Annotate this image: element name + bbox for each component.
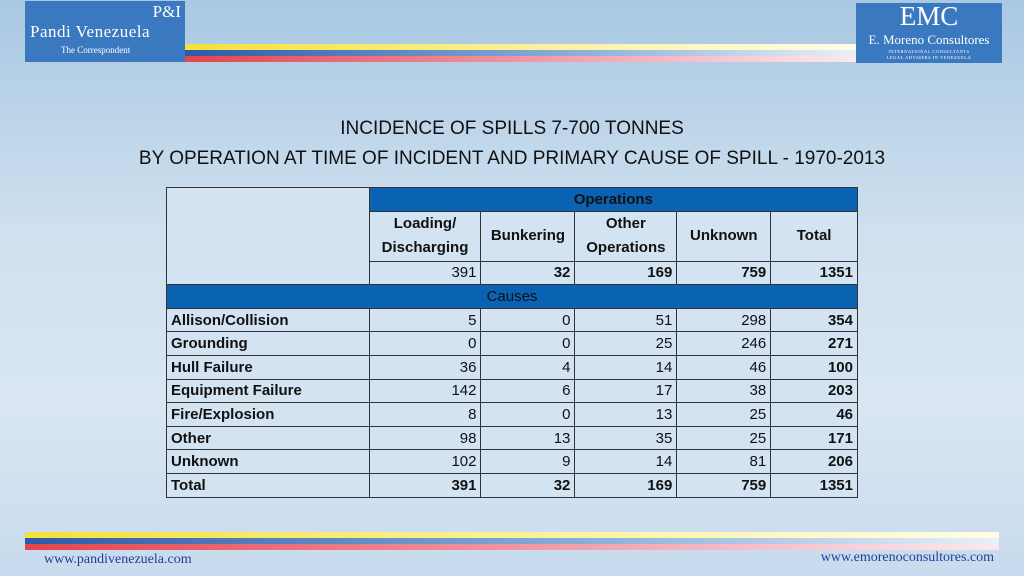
cell-value: 6 [480, 378, 576, 404]
row-label: Fire/Explosion [166, 402, 370, 427]
table-total-row: Total 391 32 169 759 1351 [166, 472, 858, 498]
cell-value: 25 [676, 402, 772, 427]
footer-flag-stripes [25, 532, 999, 550]
causes-header: Causes [166, 284, 858, 309]
cell-value: 14 [574, 449, 678, 474]
cell-value: 32 [480, 472, 576, 498]
cell-value: 0 [480, 307, 576, 333]
cell-value: 5 [368, 307, 482, 333]
logo-pi-text: P&I [152, 2, 181, 21]
spills-table: Operations Loading/ Discharging Bunkerin… [166, 186, 859, 498]
cell-value: 9 [480, 449, 576, 474]
row-label: Allison/Collision [166, 307, 370, 333]
cell-value: 36 [368, 354, 482, 380]
emc-logo-text: EMC [899, 1, 959, 31]
cell-row-total: 46 [770, 402, 858, 427]
cell-value: 142 [368, 378, 482, 404]
cell-value: 17 [574, 378, 678, 404]
pandi-website-link[interactable]: www.pandivenezuela.com [44, 552, 192, 567]
row-label: Grounding [166, 331, 370, 356]
col-header-loading: Loading/ Discharging [368, 210, 482, 262]
ops-total-loading: 391 [368, 260, 482, 286]
ops-total-other: 169 [574, 260, 678, 286]
cell-value: 35 [574, 425, 678, 451]
table-row: Grounding 0 0 25 246 271 [166, 331, 858, 356]
row-label: Unknown [166, 449, 370, 474]
ops-total-bunkering: 32 [480, 260, 576, 286]
cell-value: 169 [574, 472, 678, 498]
cell-value: 391 [368, 472, 482, 498]
emc-company-name: E. Moreno Consultores [868, 32, 990, 47]
logo-company-name: Pandi Venezuela [30, 22, 151, 41]
col-header-unknown: Unknown [676, 210, 772, 262]
cell-value: 4 [480, 354, 576, 380]
cell-value: 25 [676, 425, 772, 451]
slide-title-line-2: BY OPERATION AT TIME OF INCIDENT AND PRI… [138, 148, 886, 169]
row-label: Total [166, 472, 370, 498]
cell-row-total: 354 [770, 307, 858, 333]
cell-value: 81 [676, 449, 772, 474]
pandi-venezuela-logo: P&I Pandi Venezuela The Correspondent [25, 1, 185, 62]
col-header-bunkering: Bunkering [480, 210, 576, 262]
emc-tagline-1: INTERNATIONAL CONSULTANTS [888, 49, 970, 54]
cell-value: 0 [480, 331, 576, 356]
cell-value: 14 [574, 354, 678, 380]
cell-row-total: 1351 [770, 472, 858, 498]
table-row: Unknown 102 9 14 81 206 [166, 449, 858, 474]
cell-value: 246 [676, 331, 772, 356]
logo-subtitle: The Correspondent [61, 45, 131, 55]
slide-title-line-1: INCIDENCE OF SPILLS 7-700 TONNES [340, 118, 684, 139]
ops-total-total: 1351 [770, 260, 858, 286]
cell-row-total: 271 [770, 331, 858, 356]
cell-value: 759 [676, 472, 772, 498]
cell-value: 8 [368, 402, 482, 427]
cell-row-total: 171 [770, 425, 858, 451]
table-row: Allison/Collision 5 0 51 298 354 [166, 307, 858, 333]
cell-value: 13 [574, 402, 678, 427]
cell-row-total: 203 [770, 378, 858, 404]
cell-row-total: 206 [770, 449, 858, 474]
cell-value: 98 [368, 425, 482, 451]
row-label: Other [166, 425, 370, 451]
row-label: Hull Failure [166, 354, 370, 380]
cell-value: 38 [676, 378, 772, 404]
col-header-other-operations: Other Operations [574, 210, 678, 262]
emc-website-link[interactable]: www.emorenoconsultores.com [820, 550, 994, 565]
ops-total-unknown: 759 [676, 260, 772, 286]
cell-value: 25 [574, 331, 678, 356]
header-flag-stripes [185, 44, 856, 62]
operations-header: Operations [368, 187, 859, 212]
table-row: Hull Failure 36 4 14 46 100 [166, 354, 858, 380]
cell-value: 102 [368, 449, 482, 474]
empty-corner-cell [166, 186, 370, 286]
row-label: Equipment Failure [166, 378, 370, 404]
table-row: Fire/Explosion 8 0 13 25 46 [166, 402, 858, 427]
cell-value: 13 [480, 425, 576, 451]
emc-tagline-2: LEGAL ADVISERS IN VENEZUELA [886, 55, 972, 60]
emc-logo: EMC E. Moreno Consultores INTERNATIONAL … [856, 1, 1002, 63]
table-row: Equipment Failure 142 6 17 38 203 [166, 378, 858, 404]
cell-value: 0 [368, 331, 482, 356]
cell-row-total: 100 [770, 354, 858, 380]
cell-value: 0 [480, 402, 576, 427]
table-row: Other 98 13 35 25 171 [166, 425, 858, 451]
cell-value: 51 [574, 307, 678, 333]
col-header-total: Total [770, 210, 858, 262]
cell-value: 298 [676, 307, 772, 333]
cell-value: 46 [676, 354, 772, 380]
